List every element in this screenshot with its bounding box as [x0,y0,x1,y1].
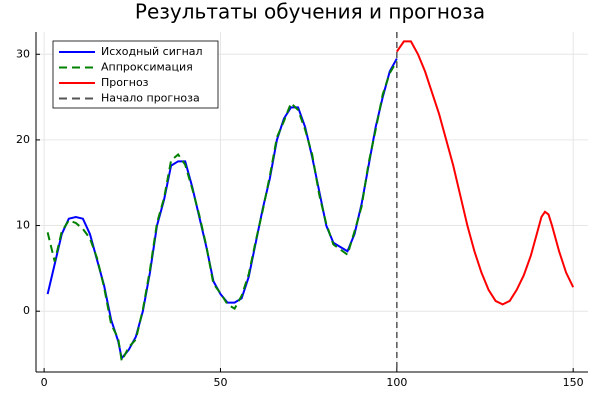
x-tick-label: 50 [213,376,227,389]
legend-label: Прогноз [101,76,149,89]
x-tick-label: 0 [41,376,48,389]
legend-label: Аппроксимация [101,61,193,74]
x-tick-label: 100 [386,376,407,389]
x-tick-label: 150 [563,376,584,389]
y-tick-label: 10 [16,219,30,232]
chart-title: Результаты обучения и прогноза [135,0,485,24]
legend-label: Начало прогноза [101,92,200,105]
y-tick-label: 0 [23,304,30,317]
y-tick-label: 20 [16,133,30,146]
legend-label: Исходный сигнал [101,45,203,58]
y-tick-label: 30 [16,47,30,60]
series-line [396,40,575,306]
